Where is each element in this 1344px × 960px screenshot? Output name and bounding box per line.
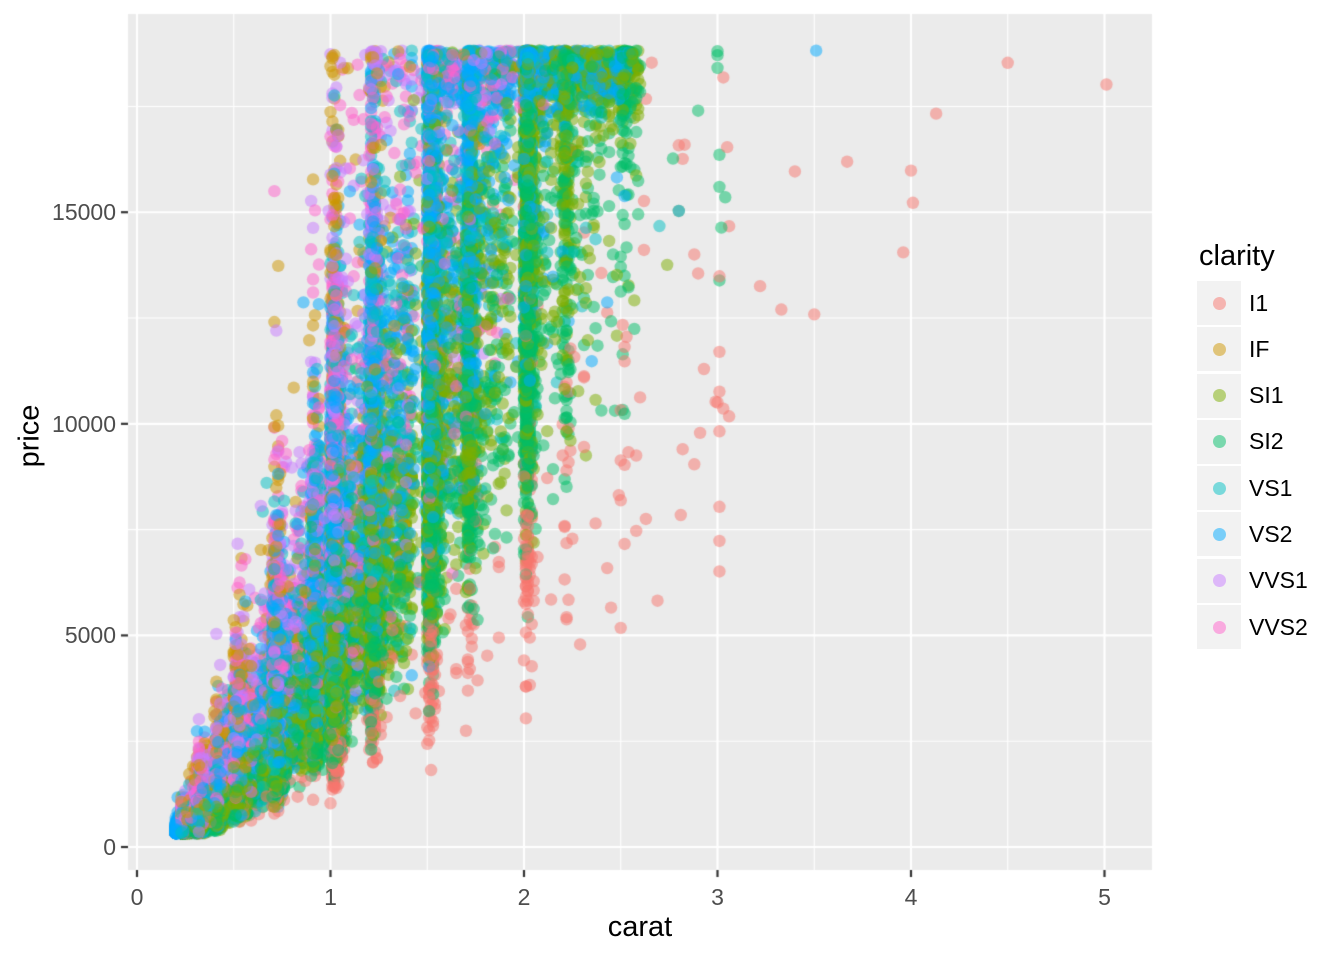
- x-axis-title: carat: [607, 911, 673, 943]
- legend-key: [1197, 327, 1241, 372]
- legend-dot-if-icon: [1212, 342, 1226, 356]
- legend-label: VVS1: [1249, 567, 1308, 594]
- y-tick-label: 10000: [52, 411, 116, 437]
- x-tick-label: 1: [324, 884, 337, 910]
- legend-key: [1197, 558, 1241, 603]
- legend-key: [1197, 281, 1241, 325]
- legend-item-si2: SI2: [1197, 419, 1308, 464]
- legend-key: [1197, 373, 1241, 418]
- legend-dot-vs1-icon: [1212, 481, 1226, 495]
- x-tick-label: 5: [1098, 884, 1111, 910]
- legend-key: [1197, 466, 1241, 511]
- legend-key: [1197, 605, 1241, 650]
- legend-key: [1197, 512, 1241, 557]
- legend-dot-vvs1-icon: [1212, 574, 1226, 588]
- y-tick-label: 0: [103, 834, 116, 860]
- legend-label: VS1: [1249, 474, 1293, 501]
- legend-item-vvs1: VVS1: [1197, 558, 1308, 603]
- legend-item-if: IF: [1197, 327, 1308, 372]
- legend-item-vvs2: VVS2: [1197, 605, 1308, 650]
- legend-dot-vs2-icon: [1212, 527, 1226, 541]
- legend-dot-vvs2-icon: [1212, 620, 1226, 634]
- legend-item-si1: SI1: [1197, 373, 1308, 418]
- y-axis-title: price: [13, 404, 46, 468]
- legend-item-vs1: VS1: [1197, 466, 1308, 511]
- legend-label: VS2: [1249, 520, 1293, 547]
- legend-dot-i1-icon: [1212, 296, 1226, 310]
- x-tick-label: 3: [711, 884, 724, 910]
- legend-key: [1197, 419, 1241, 464]
- legend-dot-si1-icon: [1212, 389, 1226, 403]
- legend-label: IF: [1249, 335, 1270, 362]
- y-tick-label: 15000: [52, 199, 116, 225]
- legend-label: I1: [1249, 289, 1269, 316]
- legend-label: SI1: [1249, 382, 1284, 409]
- y-tick-label: 5000: [64, 622, 116, 648]
- legend-title: clarity: [1199, 240, 1275, 272]
- legend-item-i1: I1: [1197, 281, 1308, 325]
- legend-label: SI2: [1249, 428, 1284, 455]
- x-tick-label: 2: [517, 884, 531, 910]
- x-tick-label: 4: [904, 884, 918, 910]
- legend-dot-si2-icon: [1212, 435, 1226, 449]
- legend-label: VVS2: [1249, 613, 1308, 640]
- legend: clarity I1 IF SI1 SI2 VS1 VS2 VVS1: [1197, 240, 1308, 651]
- x-tick-label: 0: [130, 884, 144, 910]
- legend-item-vs2: VS2: [1197, 512, 1308, 557]
